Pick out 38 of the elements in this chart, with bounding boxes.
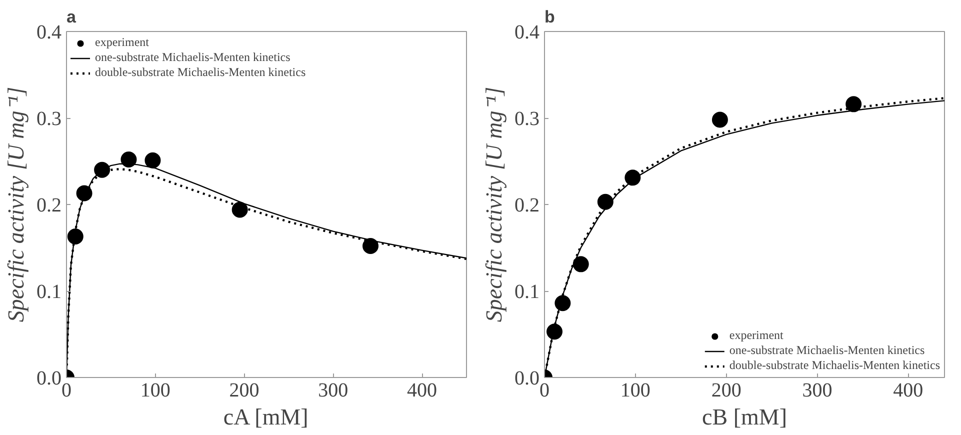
point [144, 152, 161, 168]
chart-title: a [66, 8, 76, 26]
legend-label: experiment [95, 35, 149, 50]
y-tick-label: 0.4 [514, 22, 540, 44]
x-tick-label: 200 [711, 380, 742, 402]
y-axis-title: Specific activity [U mg⁻¹] [4, 86, 28, 322]
point [232, 202, 248, 218]
y-tick-label: 0.1 [36, 281, 62, 303]
x-tick-label: 0 [62, 380, 72, 402]
y-tick-label: 0.0 [36, 368, 62, 390]
legend-label: one-substrate Michaelis-Menten kinetics [729, 343, 925, 358]
point [572, 256, 589, 272]
x-tick-label: 400 [893, 380, 924, 402]
point [120, 152, 137, 168]
point [362, 238, 378, 254]
y-tick-label: 0.3 [514, 108, 540, 130]
y-tick-label: 0.2 [514, 194, 540, 216]
y-tick-label: 0.0 [514, 368, 540, 390]
x-tick-label: 200 [229, 380, 260, 402]
legend-label: one-substrate Michaelis-Menten kinetics [95, 50, 290, 65]
chart-title: b [544, 8, 555, 26]
x-tick-label: 0 [540, 380, 550, 402]
x-axis-title: cB [mM] [702, 404, 787, 430]
legend-label: double-substrate Michaelis-Menten kinetics [95, 65, 306, 80]
x-tick-label: 100 [620, 380, 650, 402]
x-tick-label: 400 [407, 380, 438, 402]
legend-label: double-substrate Michaelis-Menten kinetics [729, 358, 940, 373]
x-tick-label: 300 [802, 380, 832, 402]
y-tick-label: 0.1 [514, 281, 540, 303]
legend-label: experiment [729, 328, 784, 343]
y-tick-label: 0.2 [36, 194, 62, 216]
y-tick-label: 0.3 [36, 108, 62, 130]
y-tick-label: 0.4 [36, 22, 62, 44]
x-tick-label: 100 [140, 380, 170, 402]
x-axis-title: cA [mM] [223, 404, 308, 430]
point [712, 112, 728, 128]
y-axis-title: Specific activity [U mg⁻¹] [482, 86, 506, 322]
x-tick-label: 300 [318, 380, 348, 402]
